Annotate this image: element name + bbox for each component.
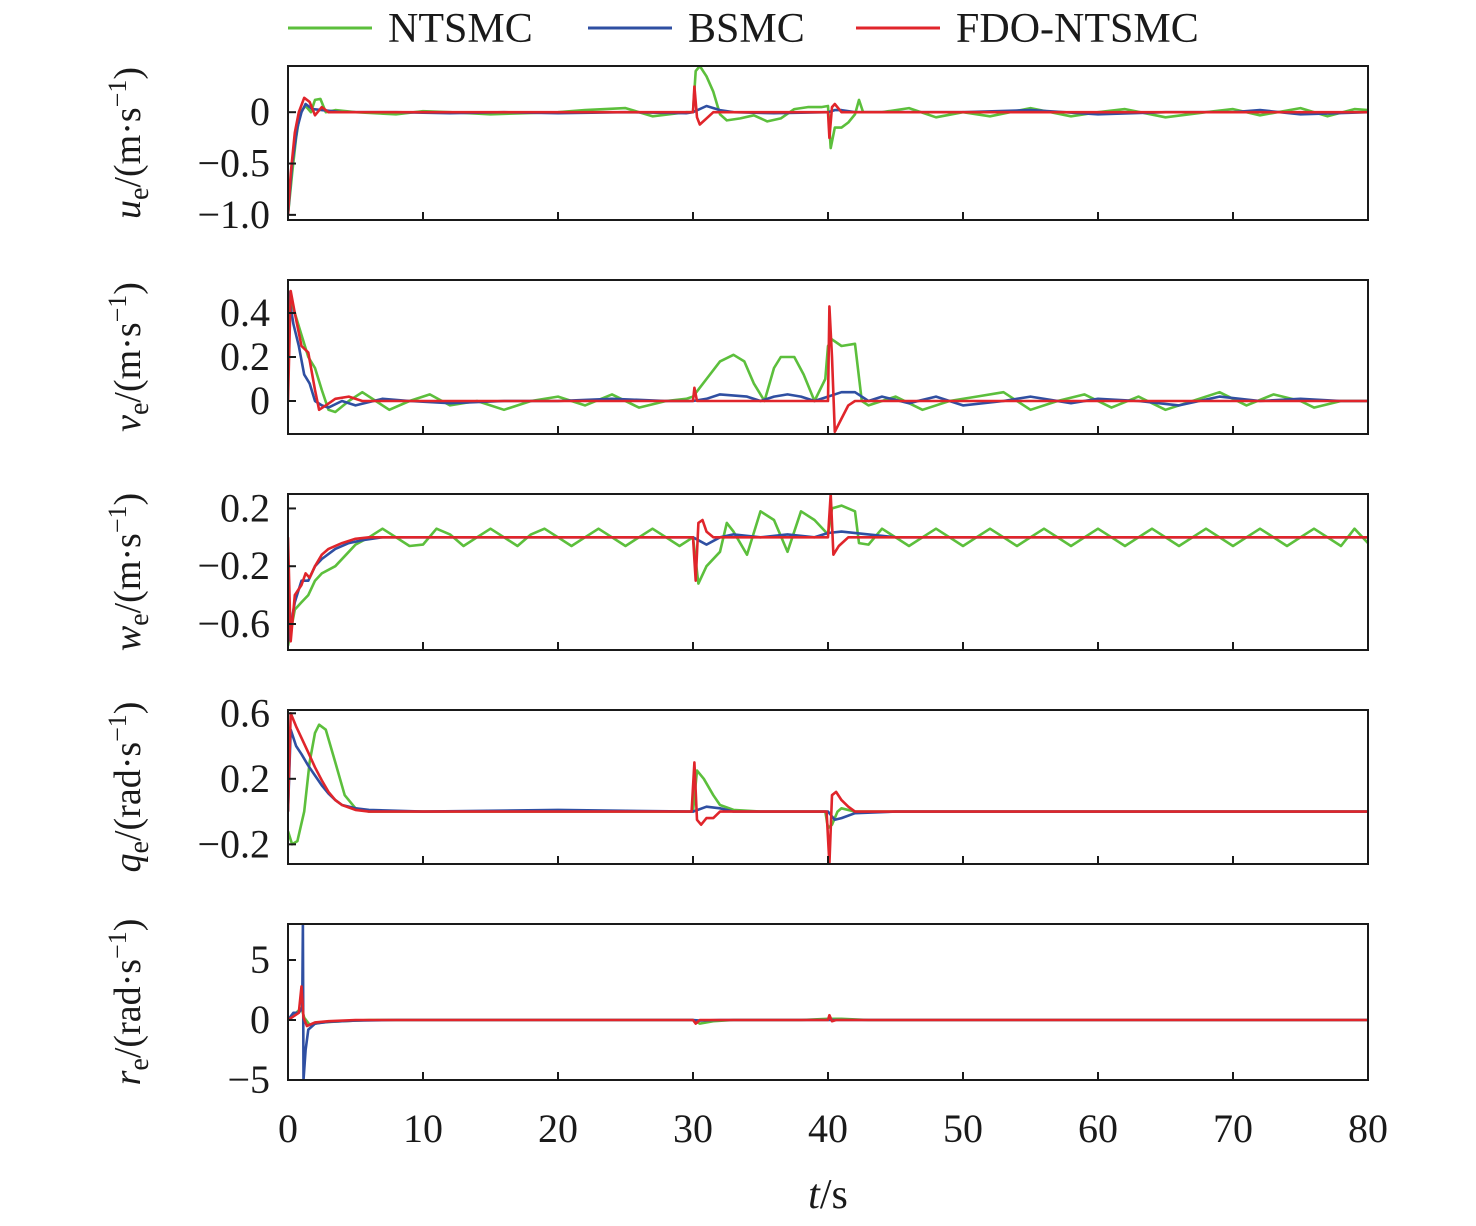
axes-frame <box>287 923 1369 1081</box>
legend-label-bsmc: BSMC <box>688 6 805 52</box>
y-label-sub: e <box>124 613 155 625</box>
y-label-close: ) <box>107 493 149 506</box>
x-tick-label: 50 <box>943 1106 983 1151</box>
y-tick-label: −0.6 <box>197 601 270 646</box>
y-axis-label: qe/(rad·s−1) <box>103 702 155 873</box>
x-tick-label: 0 <box>278 1106 298 1151</box>
y-label-unit: /(m·s <box>107 107 149 187</box>
y-tick-label: 0.2 <box>220 485 270 530</box>
y-tick-label: 0.4 <box>220 290 270 335</box>
panel-qe: 0.6 0.2 −0.2 qe/(rad·s−1) <box>103 690 1369 873</box>
y-label-sup: −1 <box>103 931 132 959</box>
y-tick-label: 5 <box>250 937 270 982</box>
y-label-close: ) <box>107 282 149 295</box>
y-tick-label: 0.2 <box>220 756 270 801</box>
series-line-bsmc <box>288 728 1368 822</box>
x-label-var: t <box>808 1172 821 1218</box>
y-tick-label: −0.2 <box>197 543 270 588</box>
y-label-close: ) <box>107 702 149 715</box>
y-label-sup: −1 <box>103 714 132 742</box>
series-line-ntsmc <box>288 66 1368 216</box>
legend-label-ntsmc: NTSMC <box>388 6 533 52</box>
series-line-fdo-ntsmc <box>288 85 1368 215</box>
series-line-fdo-ntsmc <box>288 494 1368 643</box>
y-axis-label: ue/(m·s−1) <box>103 67 155 219</box>
x-tick-label: 30 <box>673 1106 713 1151</box>
y-label-var: v <box>107 415 149 432</box>
series-group <box>288 494 1368 646</box>
x-tick-label: 60 <box>1078 1106 1118 1151</box>
x-tick-label: 80 <box>1348 1106 1388 1151</box>
y-tick-label: −0.5 <box>197 141 270 186</box>
y-label-sub: e <box>124 188 155 200</box>
y-axis-label: re/(rad·s−1) <box>103 919 155 1086</box>
y-label-unit: /(rad·s <box>107 742 149 841</box>
x-tick-label: 10 <box>403 1106 443 1151</box>
y-label-sup: −1 <box>103 80 132 108</box>
y-tick-label: −1.0 <box>197 192 270 237</box>
y-label-var: q <box>107 853 149 872</box>
legend: NTSMC BSMC FDO-NTSMC <box>288 6 1199 52</box>
y-axis-label: ve/(m·s−1) <box>103 282 155 432</box>
x-tick-label: 70 <box>1213 1106 1253 1151</box>
x-label-unit: /s <box>820 1172 848 1218</box>
y-label-close: ) <box>107 67 149 80</box>
x-tick-label: 40 <box>808 1106 848 1151</box>
series-group <box>288 924 1368 1080</box>
y-label-sub: e <box>124 1058 155 1070</box>
y-tick-label: 0 <box>250 89 270 134</box>
series-line-fdo-ntsmc <box>288 289 1368 434</box>
series-group <box>288 289 1368 434</box>
y-tick-label: 0 <box>250 997 270 1042</box>
y-label-var: u <box>107 200 149 219</box>
panel-re: 5 0 −5 re/(rad·s−1) <box>103 919 1369 1102</box>
panel-ue: 0 −0.5 −1.0 ue/(m·s−1) <box>103 65 1369 237</box>
y-label-sub: e <box>124 841 155 853</box>
y-tick-label: 0 <box>250 378 270 423</box>
y-tick-label: −0.2 <box>197 821 270 866</box>
y-tick-label: −5 <box>227 1057 270 1102</box>
panel-we: 0.2 −0.2 −0.6 we/(m·s−1) <box>103 485 1369 651</box>
y-label-sup: −1 <box>103 505 132 533</box>
x-tick-label: 20 <box>538 1106 578 1151</box>
series-group <box>288 66 1368 216</box>
y-label-sub: e <box>124 403 155 415</box>
panel-ve: 0.40.20 ve/(m·s−1) <box>103 279 1369 435</box>
y-label-var: r <box>107 1070 149 1085</box>
series-line-fdo-ntsmc <box>288 985 1368 1028</box>
series-line-ntsmc <box>288 290 1368 414</box>
series-group <box>288 712 1368 864</box>
series-line-ntsmc <box>288 504 1368 646</box>
series-line-bsmc <box>288 924 1368 1080</box>
series-line-fdo-ntsmc <box>288 712 1368 864</box>
x-axis-label: t/s <box>808 1172 848 1218</box>
x-axis-title: t/s <box>808 1172 848 1218</box>
y-label-unit: /(rad·s <box>107 959 149 1058</box>
y-label-sup: −1 <box>103 295 132 323</box>
panels: 0−0.5−1.0ue/(m·s−1)0.40.20ve/(m·s−1)0.2−… <box>103 65 1388 1151</box>
y-label-unit: /(m·s <box>107 322 149 402</box>
y-tick-label: 0.6 <box>220 690 270 735</box>
legend-label-fdo-ntsmc: FDO-NTSMC <box>956 6 1199 52</box>
y-axis-label: we/(m·s−1) <box>103 493 155 651</box>
series-line-bsmc <box>288 530 1368 642</box>
y-label-var: w <box>107 625 149 651</box>
y-label-unit: /(m·s <box>107 533 149 613</box>
axes-frame <box>287 65 1369 221</box>
y-tick-label: 0.2 <box>220 334 270 379</box>
y-label-close: ) <box>107 919 149 932</box>
